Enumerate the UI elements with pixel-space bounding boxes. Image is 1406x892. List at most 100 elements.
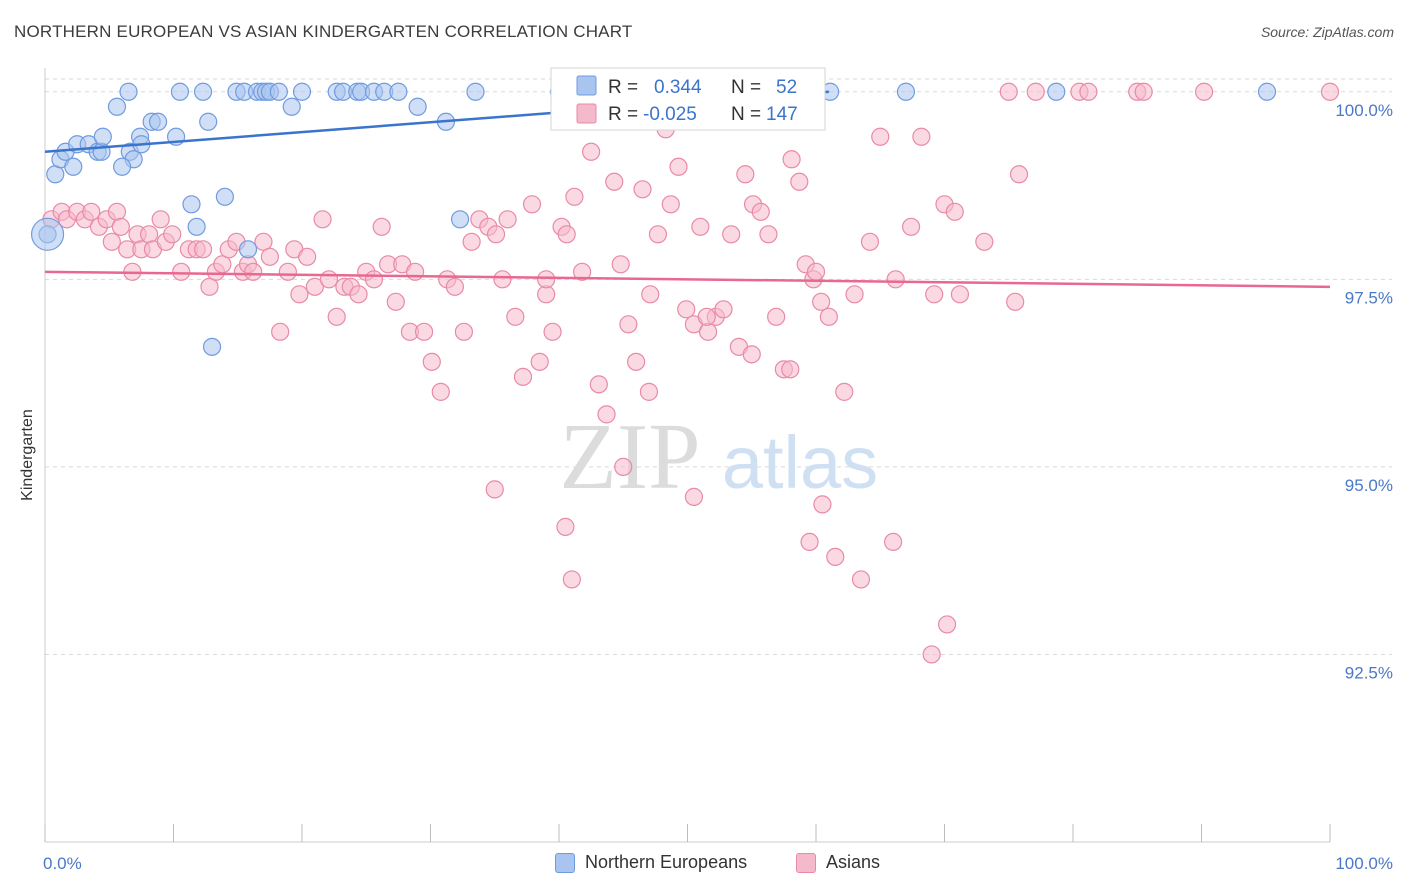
point-asian <box>111 217 130 236</box>
point-asian <box>445 277 465 296</box>
point-asian <box>684 487 704 506</box>
point-asian <box>506 307 525 326</box>
y-tick-label: 92.5% <box>1345 663 1393 682</box>
point-asian <box>605 172 624 191</box>
point-asian <box>454 322 474 341</box>
point-asian <box>999 82 1018 101</box>
point-asian <box>102 232 121 251</box>
point-asian <box>139 225 159 244</box>
y-tick-label: 100.0% <box>1335 101 1393 120</box>
point-asian <box>883 532 903 552</box>
point-asian <box>751 202 770 221</box>
point-asian <box>1009 165 1029 184</box>
point-asian <box>925 285 944 304</box>
legend-r-value: -0.025 <box>643 104 697 125</box>
point-asian <box>633 180 652 199</box>
point-asian <box>278 262 297 281</box>
legend-label: Asians <box>826 852 881 872</box>
point-asian <box>151 210 170 229</box>
point-asian <box>557 225 576 244</box>
point-asian <box>806 262 826 281</box>
point-northern-european <box>170 82 190 101</box>
point-asian <box>871 127 890 146</box>
point-asian <box>498 210 517 229</box>
point-asian <box>851 570 871 589</box>
point-northern-european-large <box>30 217 65 251</box>
point-asian <box>812 292 831 311</box>
data-points <box>30 82 1340 664</box>
point-northern-european <box>238 240 258 259</box>
point-asian <box>767 307 786 326</box>
point-asian <box>172 262 191 281</box>
point-asian <box>254 232 273 251</box>
point-asian <box>937 615 957 634</box>
point-northern-european <box>292 82 312 101</box>
point-asian <box>431 382 450 401</box>
point-asian <box>522 195 542 214</box>
point-asian <box>573 262 592 281</box>
point-asian <box>800 532 819 552</box>
point-asian <box>722 225 741 244</box>
grid <box>45 78 1392 655</box>
legend-item-asians[interactable]: Asians <box>796 852 880 873</box>
legend-n-label: N = <box>731 77 761 98</box>
point-asian <box>759 225 778 244</box>
point-asian <box>835 382 854 401</box>
x-tick-label: 100.0% <box>1335 854 1393 873</box>
watermark-atlas: atlas <box>722 421 878 504</box>
point-asian <box>107 202 127 221</box>
legend-n-value: 52 <box>776 77 797 98</box>
legend-item-northern-europeans[interactable]: Northern Europeans <box>555 852 747 873</box>
point-northern-european <box>187 217 206 236</box>
point-asian <box>611 255 630 274</box>
point-asian <box>1134 82 1153 101</box>
y-axis-label: Kindergarten <box>19 409 36 501</box>
point-northern-european <box>202 337 222 356</box>
point-asian <box>405 262 425 281</box>
legend-r-value: 0.344 <box>654 77 702 98</box>
point-asian <box>260 247 279 266</box>
point-asian <box>614 457 633 476</box>
point-asian <box>790 172 809 191</box>
point-asian <box>626 352 646 371</box>
point-northern-european <box>199 112 218 131</box>
point-northern-european <box>215 187 234 206</box>
point-asian <box>313 210 332 229</box>
stats-legend-box <box>550 67 826 131</box>
point-asian <box>485 480 504 499</box>
point-asian <box>298 247 317 266</box>
point-asian <box>543 322 562 341</box>
point-asian <box>975 232 994 251</box>
point-northern-european <box>282 97 301 116</box>
point-asian <box>530 352 549 371</box>
y-tick-label: 95.0% <box>1345 476 1393 495</box>
point-asian <box>597 405 616 424</box>
point-asian <box>1006 292 1025 311</box>
point-asian <box>691 217 710 236</box>
point-asian <box>513 367 533 386</box>
point-asian <box>950 285 970 304</box>
point-asian <box>826 547 845 567</box>
legend-label: Northern Europeans <box>585 852 748 872</box>
point-asian <box>886 270 905 289</box>
point-asian <box>819 307 838 326</box>
chart-source: Source: ZipAtlas.com <box>1260 24 1394 40</box>
point-northern-european <box>389 82 408 101</box>
legend-n-value: 147 <box>766 104 798 125</box>
point-asian <box>582 142 601 161</box>
point-asian <box>661 195 680 214</box>
legend-r-label: R = <box>608 77 638 98</box>
point-asian <box>1079 82 1098 101</box>
point-asian <box>945 202 964 221</box>
point-asian <box>639 382 659 401</box>
legend-swatch <box>555 852 575 873</box>
point-asian <box>813 495 832 514</box>
point-northern-european <box>193 82 213 101</box>
point-asian <box>414 322 434 341</box>
x-tick-label: 0.0% <box>43 854 82 873</box>
point-asian <box>677 300 696 319</box>
point-asian <box>290 285 309 304</box>
legend-swatch-northern-europeans <box>576 75 597 96</box>
point-northern-european <box>269 82 288 101</box>
series-legend: Northern Europeans Asians <box>0 852 1406 878</box>
